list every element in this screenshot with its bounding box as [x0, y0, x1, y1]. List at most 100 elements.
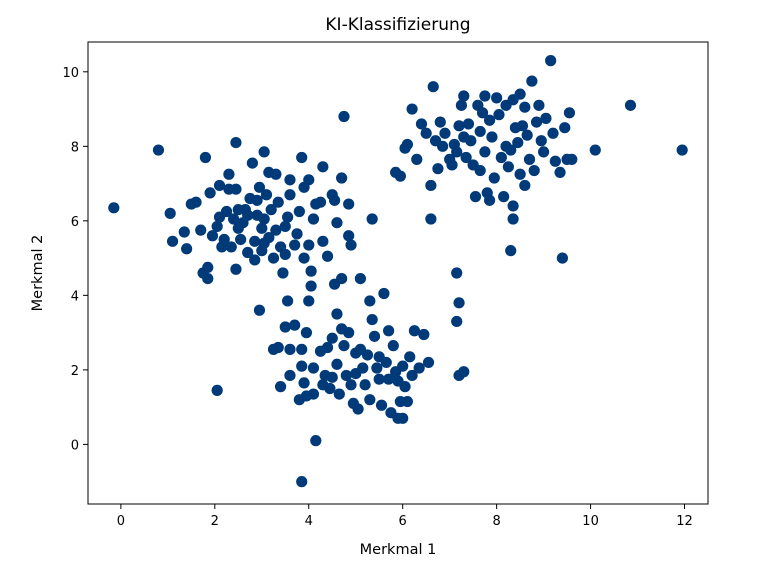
data-point [244, 192, 256, 205]
x-axis-label: Merkmal 1 [360, 542, 437, 558]
data-point [340, 369, 352, 382]
plot-frame [87, 41, 709, 505]
data-point [394, 170, 406, 182]
y-tick-label: 0 [71, 438, 79, 453]
data-point [547, 127, 559, 139]
data-point [474, 125, 486, 138]
data-point [284, 174, 296, 186]
data-point [249, 254, 261, 266]
data-point [253, 304, 266, 316]
data-point [178, 226, 190, 238]
data-point [230, 137, 242, 149]
data-point [265, 204, 277, 216]
data-point [223, 168, 235, 180]
data-point [371, 362, 383, 374]
data-point [505, 144, 517, 156]
data-point [566, 153, 578, 165]
data-point [181, 243, 193, 255]
y-tick-label: 2 [71, 364, 79, 379]
data-point [345, 379, 357, 391]
data-point [338, 340, 350, 352]
data-point [383, 373, 395, 385]
data-point [521, 129, 533, 141]
data-point [152, 144, 165, 156]
data-point [476, 107, 489, 119]
data-point [225, 241, 237, 253]
data-point [310, 435, 322, 447]
data-point [373, 373, 385, 385]
data-point [446, 159, 458, 171]
data-point [307, 362, 320, 374]
y-tick-label: 8 [71, 140, 79, 155]
data-point [458, 366, 470, 378]
data-point [364, 295, 376, 307]
data-point [538, 146, 550, 158]
data-point [415, 118, 428, 130]
data-point [526, 75, 538, 87]
y-tick-label: 6 [71, 215, 79, 230]
y-tick-label: 10 [62, 66, 79, 81]
data-point [408, 325, 421, 337]
data-point [425, 179, 437, 192]
data-point [328, 194, 341, 206]
data-point [258, 213, 270, 225]
data-point [676, 144, 688, 156]
data-point [296, 360, 308, 372]
data-point [213, 179, 226, 192]
data-point [267, 252, 280, 264]
data-point [352, 403, 364, 415]
data-point [458, 90, 470, 102]
x-tick-label: 10 [582, 514, 599, 529]
data-point [469, 191, 482, 203]
data-point [307, 388, 320, 400]
data-point [235, 233, 247, 246]
data-point [331, 308, 343, 320]
data-point [253, 181, 266, 193]
data-point [523, 153, 536, 165]
data-point [228, 213, 240, 225]
data-point [479, 146, 491, 158]
data-point [166, 235, 179, 247]
data-point [326, 332, 338, 344]
data-point [258, 146, 270, 158]
data-point [164, 207, 176, 219]
data-point [270, 168, 282, 180]
data-point [317, 235, 329, 247]
data-point [545, 55, 557, 67]
data-point [260, 189, 273, 201]
data-point [420, 127, 432, 139]
data-point [282, 295, 294, 307]
data-point [331, 217, 343, 229]
data-point [378, 287, 390, 300]
data-point [354, 272, 367, 285]
data-point [284, 369, 296, 382]
data-point [373, 351, 385, 363]
data-point [559, 122, 571, 134]
x-tick-label: 6 [399, 514, 407, 529]
data-point [540, 112, 552, 124]
data-point [505, 245, 517, 257]
data-point [383, 325, 395, 337]
data-point [190, 196, 202, 208]
data-point [298, 252, 310, 264]
data-point [483, 114, 496, 126]
data-point [535, 135, 547, 147]
data-point [502, 161, 514, 173]
data-point [439, 127, 451, 139]
data-point [516, 120, 529, 132]
x-tick-label: 4 [305, 514, 313, 529]
data-point [530, 116, 543, 128]
x-tick-label: 8 [492, 514, 500, 529]
data-point [357, 362, 369, 374]
data-point [514, 168, 526, 180]
data-point [624, 99, 637, 111]
data-point [230, 263, 242, 275]
data-point [413, 362, 425, 374]
data-point [483, 194, 496, 206]
data-point [218, 233, 230, 246]
data-point [331, 358, 343, 370]
data-point [361, 349, 374, 361]
data-point [321, 341, 334, 354]
data-point [366, 313, 378, 326]
data-point [282, 211, 294, 223]
